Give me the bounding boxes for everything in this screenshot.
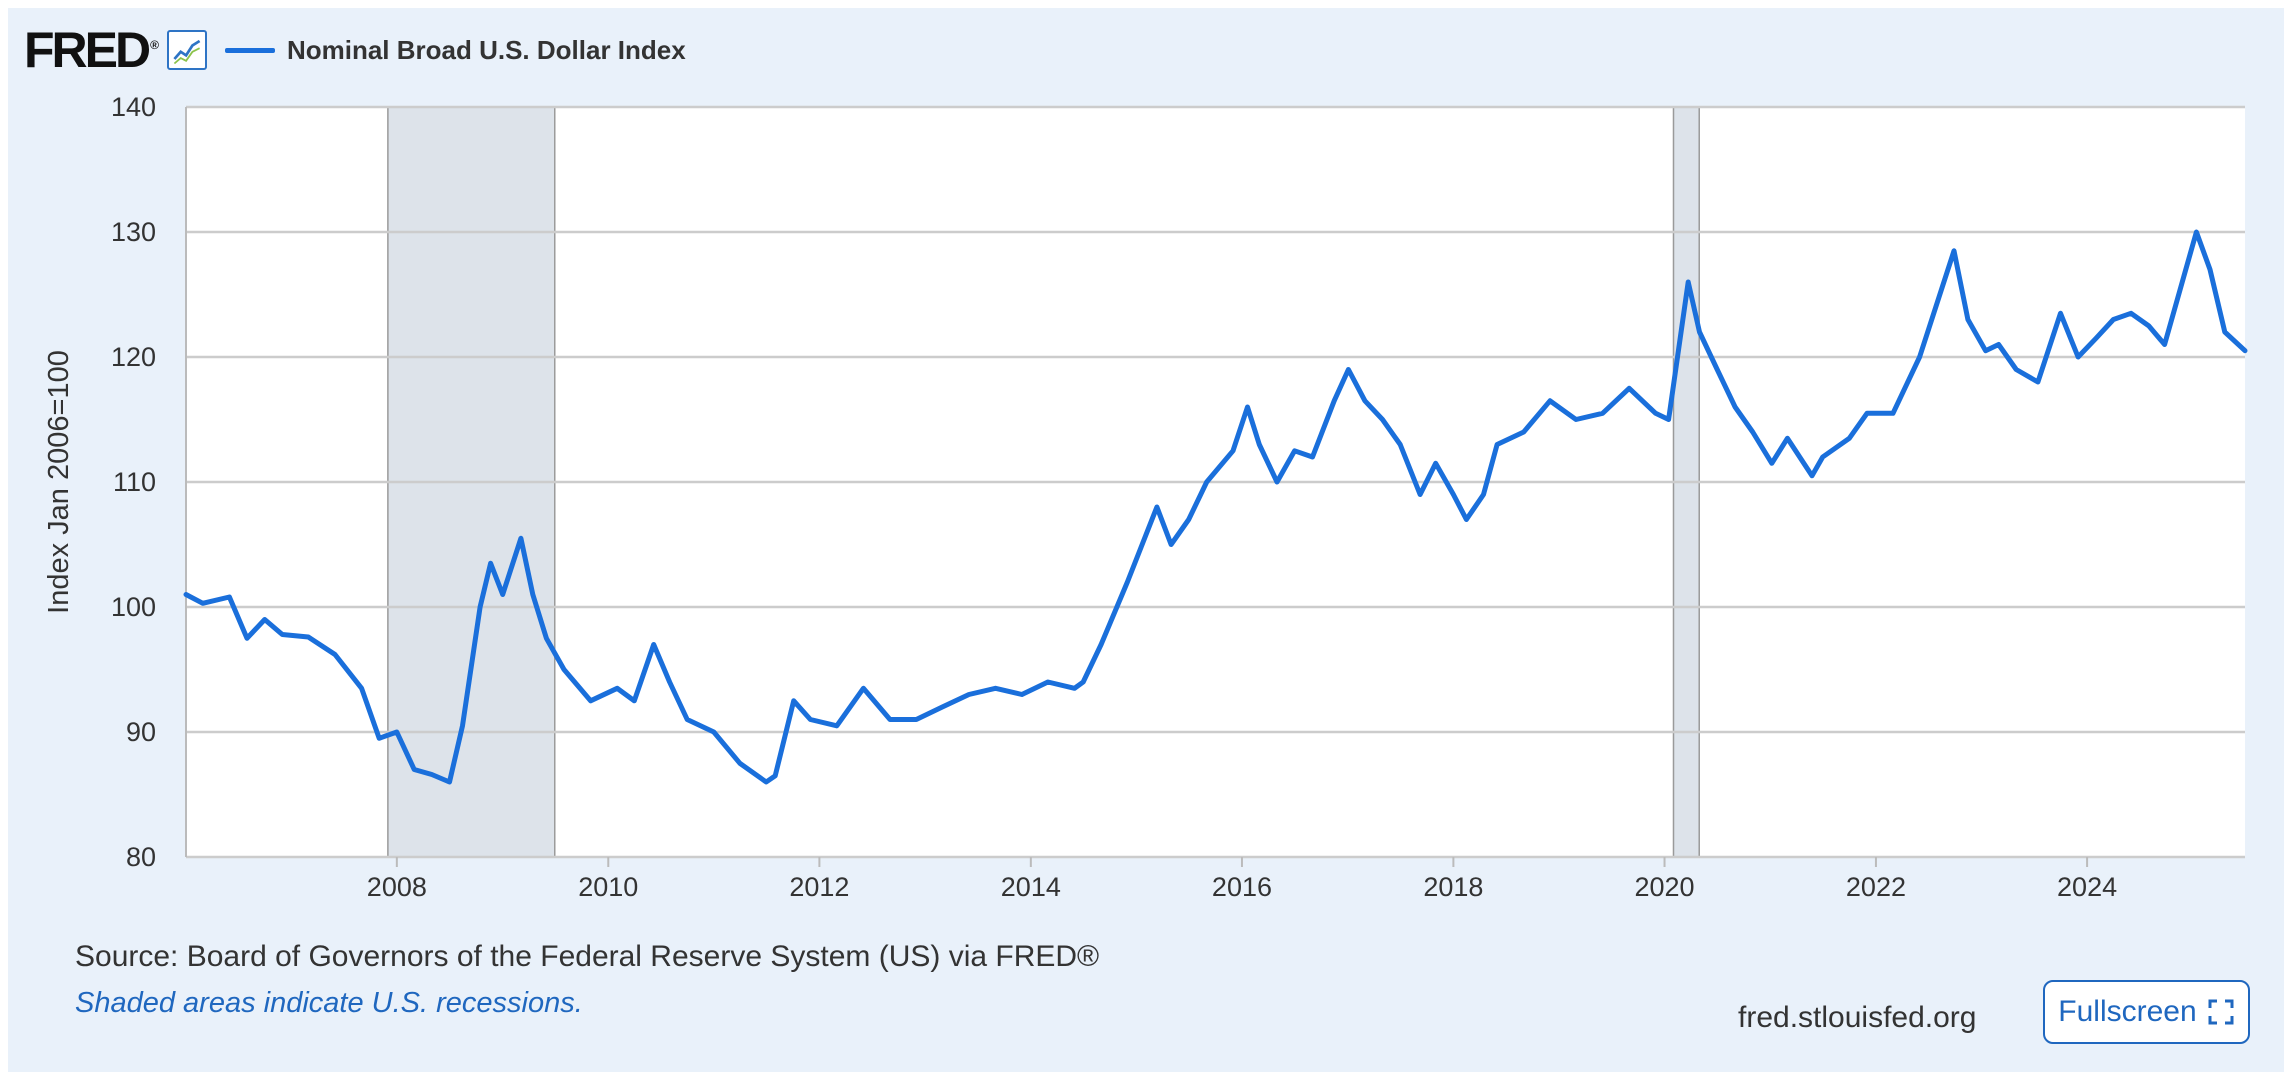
x-tick-label: 2010 bbox=[578, 872, 638, 900]
y-tick-label: 120 bbox=[111, 342, 156, 372]
x-tick-label: 2012 bbox=[789, 872, 849, 900]
legend-swatch bbox=[224, 47, 275, 53]
y-tick-label: 100 bbox=[111, 592, 156, 622]
x-tick-label: 2024 bbox=[2057, 872, 2117, 900]
chart-source: Source: Board of Governors of the Federa… bbox=[75, 940, 1100, 973]
y-tick-label: 130 bbox=[111, 217, 156, 247]
fullscreen-icon bbox=[2208, 999, 2234, 1025]
x-tick-label: 2020 bbox=[1634, 872, 1694, 900]
x-tick-label: 2014 bbox=[1001, 872, 1061, 900]
legend-label: Nominal Broad U.S. Dollar Index bbox=[286, 34, 686, 65]
y-tick-label: 110 bbox=[113, 467, 156, 497]
fullscreen-button[interactable]: Fullscreen bbox=[2043, 980, 2250, 1044]
recession-note: Shaded areas indicate U.S. recessions. bbox=[75, 987, 583, 1019]
chart-header: FRED ® Nominal Broad U.S. Dollar Index bbox=[24, 22, 686, 78]
chart-legend: Nominal Broad U.S. Dollar Index bbox=[224, 34, 686, 66]
site-url[interactable]: fred.stlouisfed.org bbox=[1738, 1001, 1977, 1034]
x-tick-label: 2016 bbox=[1212, 872, 1272, 900]
x-tick-label: 2022 bbox=[1846, 872, 1906, 900]
y-tick-label: 80 bbox=[126, 842, 156, 872]
fred-logo[interactable]: FRED ® bbox=[24, 22, 159, 78]
line-chart: 80 90 100 110 120 130 140 2008 2010 2012 2014 2016 2… bbox=[43, 92, 2248, 900]
y-tick-label: 140 bbox=[111, 92, 156, 122]
x-tick-label: 2008 bbox=[367, 872, 427, 900]
x-tick-label: 2018 bbox=[1423, 872, 1483, 900]
y-axis-title: Index Jan 2006=100 bbox=[43, 350, 75, 614]
y-tick-label: 90 bbox=[126, 717, 156, 747]
line-chart-icon bbox=[166, 30, 207, 70]
series-line bbox=[183, 229, 2248, 785]
fullscreen-label: Fullscreen bbox=[2058, 995, 2197, 1028]
